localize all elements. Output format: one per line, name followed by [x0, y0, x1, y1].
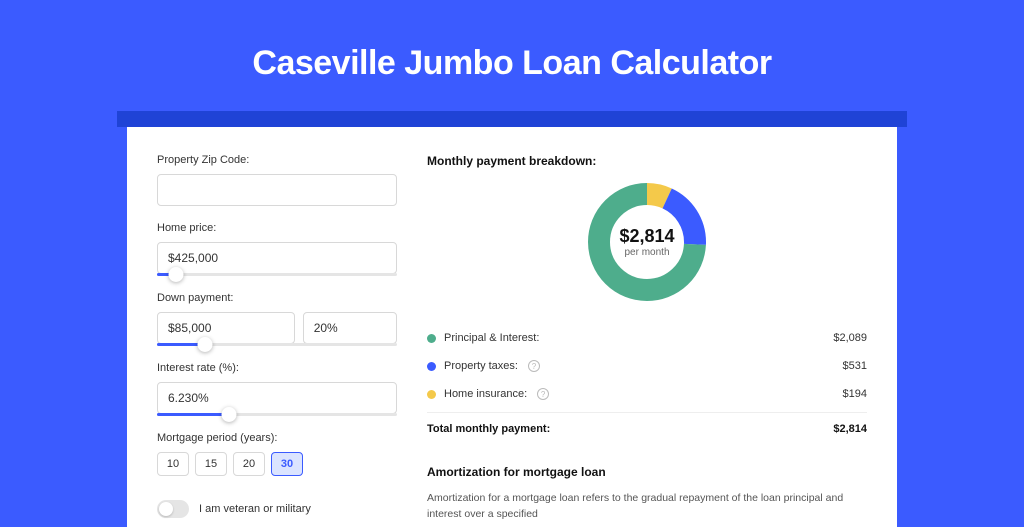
donut-chart: $2,814 per month	[587, 182, 707, 302]
interest-rate-input[interactable]	[157, 382, 397, 414]
home-price-label: Home price:	[157, 222, 397, 234]
period-btn-30[interactable]: 30	[271, 452, 303, 476]
card-shadow	[117, 111, 907, 127]
total-row: Total monthly payment: $2,814	[427, 412, 867, 445]
slider-thumb[interactable]	[169, 267, 184, 282]
down-payment-slider[interactable]	[157, 343, 397, 346]
field-mortgage-period: Mortgage period (years): 10152030	[157, 432, 397, 476]
down-payment-percent-input[interactable]	[303, 312, 397, 344]
donut-amount: $2,814	[619, 226, 674, 247]
legend-dot	[427, 362, 436, 371]
legend-row: Home insurance:? $194	[427, 380, 867, 408]
donut-sub: per month	[624, 247, 669, 258]
breakdown-column: Monthly payment breakdown: $2,814 per mo…	[427, 154, 867, 527]
calculator-card: Property Zip Code: Home price: Down paym…	[127, 127, 897, 527]
period-btn-10[interactable]: 10	[157, 452, 189, 476]
home-price-input[interactable]	[157, 242, 397, 274]
legend-label: Principal & Interest:	[444, 332, 539, 344]
veteran-label: I am veteran or military	[199, 503, 311, 515]
slider-thumb[interactable]	[222, 407, 237, 422]
interest-rate-slider[interactable]	[157, 413, 397, 416]
legend: Principal & Interest: $2,089 Property taxe…	[427, 324, 867, 408]
down-payment-amount-input[interactable]	[157, 312, 295, 344]
total-value: $2,814	[833, 423, 867, 435]
legend-row: Property taxes:? $531	[427, 352, 867, 380]
interest-rate-label: Interest rate (%):	[157, 362, 397, 374]
period-btn-15[interactable]: 15	[195, 452, 227, 476]
inputs-column: Property Zip Code: Home price: Down paym…	[157, 154, 397, 527]
amortization-title: Amortization for mortgage loan	[427, 465, 867, 479]
veteran-row: I am veteran or military	[157, 500, 397, 518]
legend-label: Property taxes:	[444, 360, 518, 372]
home-price-slider[interactable]	[157, 273, 397, 276]
mortgage-period-label: Mortgage period (years):	[157, 432, 397, 444]
page-title: Caseville Jumbo Loan Calculator	[0, 0, 1024, 111]
legend-value: $531	[843, 360, 867, 372]
legend-label: Home insurance:	[444, 388, 527, 400]
slider-thumb[interactable]	[198, 337, 213, 352]
field-down-payment: Down payment:	[157, 292, 397, 346]
help-icon[interactable]: ?	[537, 388, 549, 400]
zip-label: Property Zip Code:	[157, 154, 397, 166]
legend-row: Principal & Interest: $2,089	[427, 324, 867, 352]
period-btn-20[interactable]: 20	[233, 452, 265, 476]
period-buttons: 10152030	[157, 452, 397, 476]
help-icon[interactable]: ?	[528, 360, 540, 372]
donut-chart-wrap: $2,814 per month	[427, 182, 867, 302]
legend-dot	[427, 390, 436, 399]
veteran-toggle[interactable]	[157, 500, 189, 518]
legend-value: $194	[843, 388, 867, 400]
zip-input[interactable]	[157, 174, 397, 206]
legend-value: $2,089	[833, 332, 867, 344]
amortization-text: Amortization for a mortgage loan refers …	[427, 491, 867, 523]
field-interest-rate: Interest rate (%):	[157, 362, 397, 416]
legend-dot	[427, 334, 436, 343]
field-zip: Property Zip Code:	[157, 154, 397, 206]
total-label: Total monthly payment:	[427, 423, 550, 435]
breakdown-title: Monthly payment breakdown:	[427, 154, 867, 168]
field-home-price: Home price:	[157, 222, 397, 276]
down-payment-label: Down payment:	[157, 292, 397, 304]
